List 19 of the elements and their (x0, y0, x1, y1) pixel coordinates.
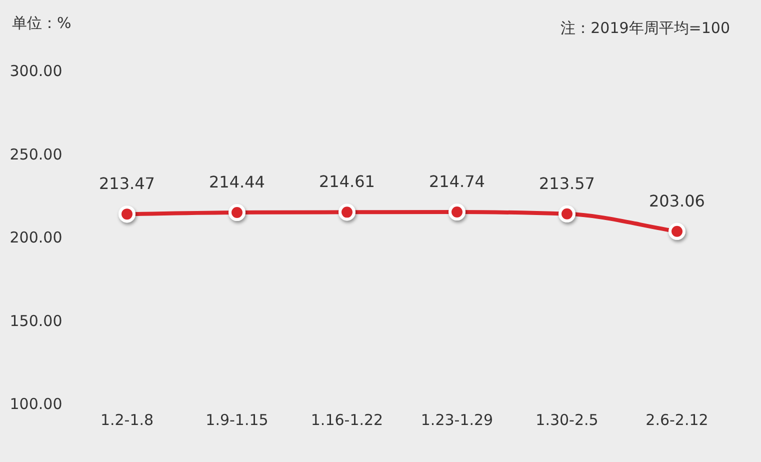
xtick: 2.6-2.12 (646, 411, 708, 429)
xtick: 1.2-1.8 (100, 411, 154, 429)
xtick: 1.23-1.29 (420, 411, 494, 429)
data-label: 214.74 (429, 172, 485, 191)
data-label: 214.44 (209, 172, 265, 192)
annotation: 注：2019年周平均=100 (560, 19, 730, 37)
ytick: 200.00 (10, 228, 62, 246)
ylabel: 单位：% (12, 14, 72, 32)
ytick: 150.00 (10, 312, 62, 330)
xtick: 1.30-2.5 (536, 411, 598, 429)
ytick: 250.00 (10, 145, 62, 164)
xtick: 1.16-1.22 (310, 411, 384, 429)
data-label: 214.61 (319, 172, 375, 192)
ytick: 300.00 (10, 62, 62, 80)
data-label: 213.57 (539, 174, 595, 193)
ytick: 100.00 (10, 395, 62, 413)
data-label: 203.06 (649, 191, 705, 210)
data-label: 213.47 (99, 174, 155, 194)
xtick: 1.9-1.15 (206, 411, 268, 429)
